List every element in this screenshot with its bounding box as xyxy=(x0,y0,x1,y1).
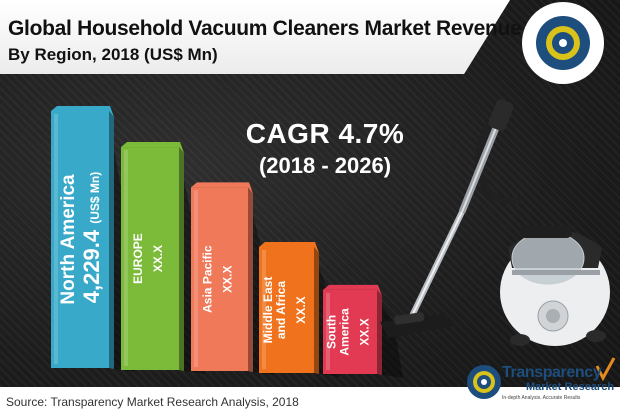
cagr-period: (2018 - 2026) xyxy=(258,153,392,178)
target-logo-icon xyxy=(536,16,590,70)
brand-tagline: In-depth Analysis. Accurate Results xyxy=(502,395,581,401)
bar-value-label: XX.X xyxy=(294,296,308,323)
bar-category-label: North America xyxy=(58,174,79,305)
source-note: Source: Transparency Market Research Ana… xyxy=(6,395,299,409)
bar-value-label: 4,229.4 (US$ Mn) xyxy=(79,172,104,304)
bar-value-label: XX.X xyxy=(151,245,165,272)
bar-category-label: Asia Pacific xyxy=(201,245,215,313)
bar-category-label: South xyxy=(325,315,339,349)
brand-subtitle: Market Research xyxy=(526,381,615,393)
bar-category-label: America xyxy=(338,308,352,356)
cagr-label: CAGR 4.7% xyxy=(245,118,405,149)
source-bar xyxy=(0,387,620,420)
bar-category-label: and Africa xyxy=(274,281,288,340)
bar-category-label: Middle East xyxy=(261,277,275,344)
bar-value-label: XX.X xyxy=(358,318,372,345)
chart-subtitle: By Region, 2018 (US$ Mn) xyxy=(8,45,218,64)
title-band xyxy=(0,0,510,74)
bar-value-label: XX.X xyxy=(221,266,235,293)
brand-name: Transparency xyxy=(502,364,602,381)
bar-south-america xyxy=(323,284,403,378)
logo-badge xyxy=(522,2,604,84)
chart-title: Global Household Vacuum Cleaners Market … xyxy=(8,17,522,40)
bar-middle-east-and-africa xyxy=(259,242,340,377)
bar-category-label: EUROPE xyxy=(131,233,145,284)
